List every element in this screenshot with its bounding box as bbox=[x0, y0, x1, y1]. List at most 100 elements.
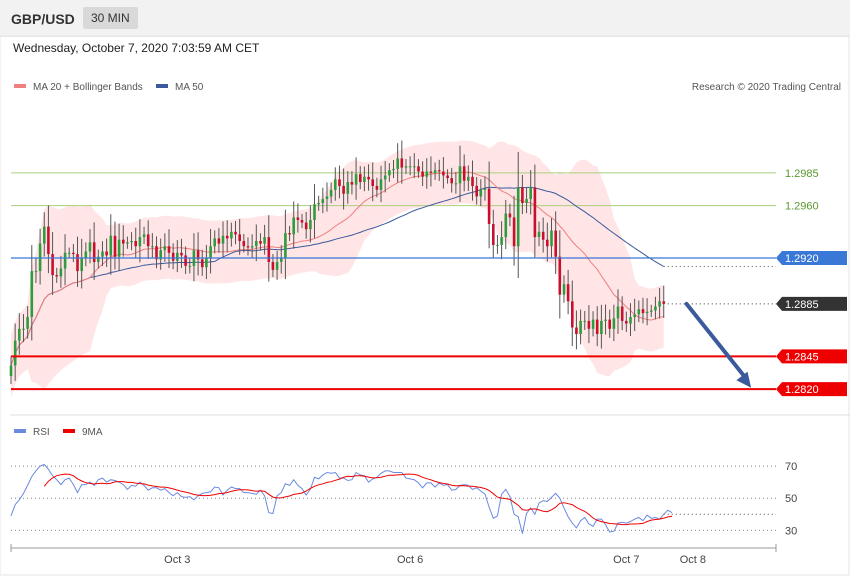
bear-candle bbox=[475, 185, 478, 197]
bull-candle bbox=[263, 237, 266, 244]
bull-candle bbox=[645, 311, 649, 314]
rsi-line bbox=[10, 463, 673, 534]
bear-candle bbox=[429, 171, 433, 173]
bear-candle bbox=[421, 171, 424, 177]
bear-candle bbox=[512, 217, 516, 247]
bull-candle bbox=[525, 199, 528, 203]
bull-candle bbox=[209, 246, 212, 258]
rsi-panel: 70 50 30 bbox=[10, 461, 797, 537]
bear-candle bbox=[55, 275, 58, 277]
bear-candle bbox=[122, 239, 125, 244]
bull-candle bbox=[496, 244, 499, 246]
bear-candle bbox=[51, 254, 54, 276]
time-tick: Oct 3 bbox=[164, 554, 190, 566]
bull-candle bbox=[221, 235, 225, 244]
level-1-2845-tag bbox=[776, 349, 847, 364]
bear-candle bbox=[375, 185, 379, 190]
bull-candle bbox=[325, 196, 329, 199]
bear-candle bbox=[288, 233, 291, 235]
bear-candle bbox=[304, 222, 308, 230]
level-1-2920-label: 1.2920 bbox=[785, 253, 819, 265]
bull-candle bbox=[117, 239, 121, 257]
time-tick: Oct 8 bbox=[680, 554, 706, 566]
bear-candle bbox=[442, 171, 445, 176]
bull-candle bbox=[80, 258, 83, 272]
bear-candle bbox=[267, 237, 271, 262]
bear-candle bbox=[367, 176, 370, 180]
bull-candle bbox=[284, 233, 287, 258]
bull-candle bbox=[458, 166, 462, 184]
rsi-tick-70: 70 bbox=[785, 461, 797, 473]
rsi-tick-30: 30 bbox=[785, 525, 797, 537]
bull-candle bbox=[97, 256, 100, 262]
bull-candle bbox=[454, 183, 458, 185]
bear-candle bbox=[238, 234, 241, 241]
bull-candle bbox=[26, 317, 29, 329]
chart-datetime: Wednesday, October 7, 2020 7:03:59 AM CE… bbox=[13, 41, 260, 55]
bull-candle bbox=[275, 262, 279, 270]
bull-candle bbox=[396, 158, 399, 169]
bull-candle bbox=[34, 271, 38, 273]
rsi-ma-legend-swatch bbox=[63, 429, 75, 433]
interval-button[interactable]: 30 MIN bbox=[83, 7, 138, 29]
bull-candle bbox=[213, 238, 216, 247]
bull-candle bbox=[354, 174, 358, 185]
bear-candle bbox=[558, 256, 562, 295]
bull-candle bbox=[579, 320, 582, 334]
bull-candle bbox=[176, 252, 179, 261]
bull-candle bbox=[504, 213, 508, 238]
level-1-2820-tag bbox=[776, 382, 847, 397]
bull-candle bbox=[633, 314, 636, 317]
rsi-legend-swatch bbox=[14, 429, 26, 433]
bear-candle bbox=[587, 320, 591, 329]
bull-candle bbox=[346, 182, 350, 194]
level-1-2820-label: 1.2820 bbox=[785, 384, 819, 396]
bull-candle bbox=[516, 187, 520, 247]
bull-candle bbox=[138, 237, 142, 247]
bull-candle bbox=[163, 246, 167, 251]
bear-candle bbox=[180, 252, 183, 256]
bull-candle bbox=[629, 317, 632, 324]
bull-candle bbox=[383, 175, 387, 180]
bull-candle bbox=[230, 231, 233, 239]
bull-candle bbox=[255, 241, 258, 247]
bear-candle bbox=[225, 235, 229, 239]
bear-candle bbox=[72, 252, 75, 255]
bear-candle bbox=[134, 241, 137, 247]
ma50-legend-swatch bbox=[156, 84, 168, 88]
bear-candle bbox=[113, 235, 117, 257]
bear-candle bbox=[450, 178, 453, 184]
bull-candle bbox=[67, 252, 71, 254]
bear-candle bbox=[76, 254, 79, 272]
bull-candle bbox=[151, 246, 154, 248]
bull-candle bbox=[59, 268, 63, 277]
time-tick: Oct 7 bbox=[613, 554, 639, 566]
bull-candle bbox=[616, 306, 620, 319]
level-1-2885-tag bbox=[776, 296, 847, 311]
bear-candle bbox=[217, 238, 221, 244]
bear-candle bbox=[105, 251, 108, 256]
bear-candle bbox=[371, 179, 374, 186]
rsi-ma-legend-label: 9MA bbox=[82, 427, 103, 438]
bull-candle bbox=[313, 204, 316, 220]
bull-candle bbox=[392, 168, 395, 171]
bull-candle bbox=[550, 230, 553, 247]
bear-candle bbox=[508, 213, 512, 218]
bear-candle bbox=[417, 166, 420, 172]
bull-candle bbox=[43, 226, 46, 244]
bull-candle bbox=[334, 179, 337, 190]
bull-candle bbox=[84, 251, 88, 259]
bull-candle bbox=[250, 246, 254, 248]
bull-candle bbox=[583, 320, 587, 322]
bull-candle bbox=[13, 340, 17, 366]
ma20-legend-label: MA 20 + Bollinger Bands bbox=[33, 82, 143, 93]
price-levels: 1.2985 1.2960 1.2920 1.2885 1.2845 1.2820 bbox=[11, 168, 847, 397]
bull-candle bbox=[591, 319, 595, 329]
bear-candle bbox=[462, 166, 466, 181]
level-1-2845-label: 1.2845 bbox=[785, 351, 819, 363]
bull-candle bbox=[388, 170, 391, 176]
bear-candle bbox=[566, 284, 570, 302]
bull-candle bbox=[88, 242, 92, 252]
bull-candle bbox=[425, 171, 429, 177]
bear-candle bbox=[546, 239, 549, 247]
